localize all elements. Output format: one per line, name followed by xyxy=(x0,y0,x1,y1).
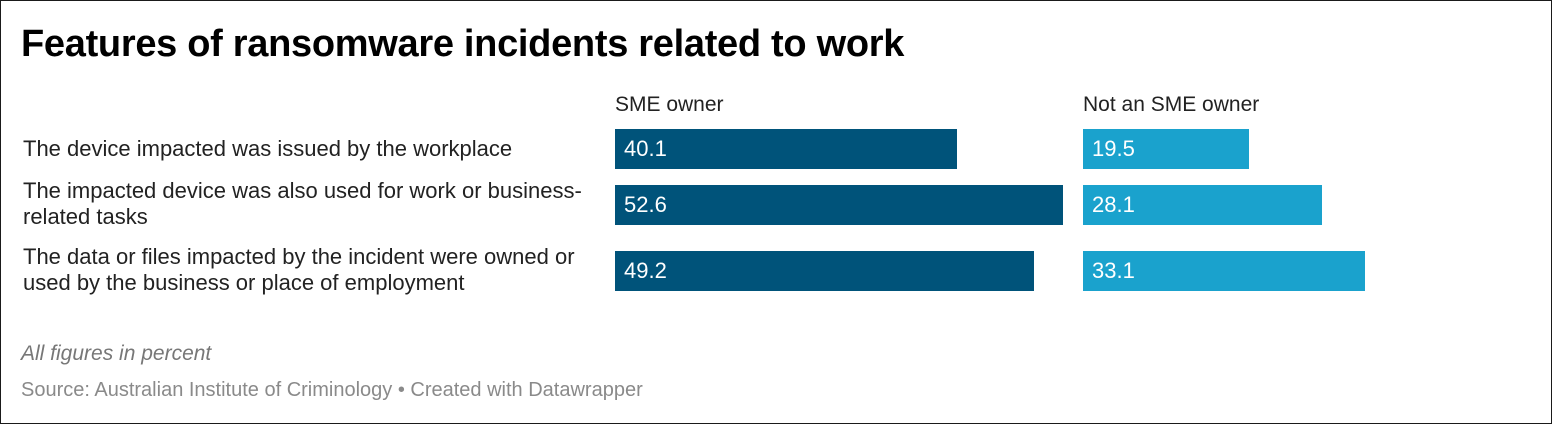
chart-notes: All figures in percent xyxy=(21,342,212,365)
chart-source: Source: Australian Institute of Criminol… xyxy=(21,379,643,401)
bar-not-sme-owner-3 xyxy=(1083,251,1365,291)
row-label-device-issued: The device impacted was issued by the wo… xyxy=(23,136,513,161)
bar-value-not-sme-owner-3: 33.1 xyxy=(1092,258,1135,283)
bar-not-sme-owner-1 xyxy=(1083,129,1249,169)
bar-sme-owner-1 xyxy=(615,129,957,169)
chart-title: Features of ransomware incidents related… xyxy=(21,23,905,65)
bar-value-sme-owner-1: 40.1 xyxy=(624,136,667,161)
row-label-device-used-for-work: The impacted device was also used for wo… xyxy=(23,178,582,229)
bar-not-sme-owner-2 xyxy=(1083,185,1322,225)
bar-sme-owner-2 xyxy=(615,185,1063,225)
bar-value-sme-owner-3: 49.2 xyxy=(624,258,667,283)
bar-value-not-sme-owner-2: 28.1 xyxy=(1092,192,1135,217)
series-header-not-sme-owner: Not an SME owner xyxy=(1083,93,1260,116)
bar-sme-owner-3 xyxy=(615,251,1034,291)
bar-value-sme-owner-2: 52.6 xyxy=(624,192,667,217)
series-header-sme-owner: SME owner xyxy=(615,93,724,116)
bar-value-not-sme-owner-1: 19.5 xyxy=(1092,136,1135,161)
row-label-data-owned-by-business: The data or files impacted by the incide… xyxy=(23,244,575,295)
